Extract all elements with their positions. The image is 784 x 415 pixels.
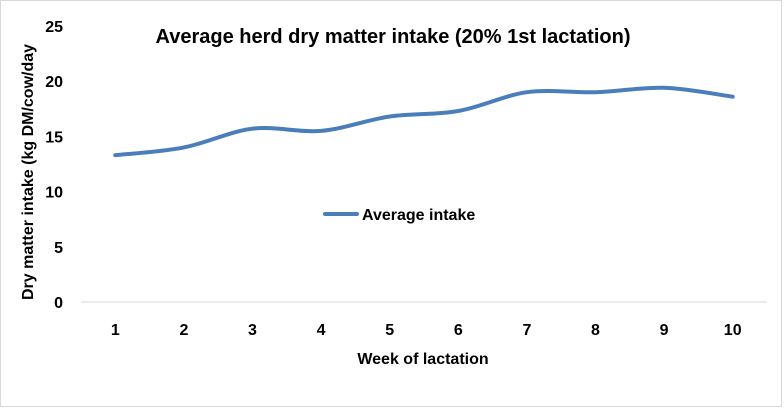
y-tick-label: 5 <box>54 240 63 257</box>
y-tick-label: 0 <box>54 295 63 312</box>
series-line-average-intake <box>113 85 735 158</box>
x-tick-label: 1 <box>111 322 120 339</box>
y-tick-label: 25 <box>45 19 63 36</box>
legend: Average intake <box>323 207 475 224</box>
x-tick-label: 7 <box>522 322 531 339</box>
x-axis-label: Week of lactation <box>357 351 488 368</box>
x-tick-label: 9 <box>660 322 669 339</box>
x-tick-label: 10 <box>724 322 742 339</box>
x-tick-label: 4 <box>317 322 326 339</box>
y-tick-label: 10 <box>45 185 63 202</box>
y-axis-label: Dry matter intake (kg DM/cow/day <box>20 44 37 300</box>
x-tick-label: 8 <box>591 322 600 339</box>
y-tick-label: 20 <box>45 74 63 91</box>
line-chart: Average herd dry matter intake (20% 1st … <box>20 19 767 368</box>
x-axis-ticks: 1 2 3 4 5 6 7 8 9 10 <box>111 322 742 339</box>
chart-title: Average herd dry matter intake (20% 1st … <box>156 26 631 48</box>
x-tick-label: 6 <box>454 322 463 339</box>
x-tick-label: 5 <box>385 322 394 339</box>
chart-frame: Average herd dry matter intake (20% 1st … <box>0 0 782 407</box>
legend-label: Average intake <box>362 207 475 224</box>
y-axis-ticks: 0 5 10 15 20 25 <box>45 19 63 312</box>
x-tick-label: 3 <box>248 322 257 339</box>
x-tick-label: 2 <box>179 322 188 339</box>
y-tick-label: 15 <box>45 129 63 146</box>
